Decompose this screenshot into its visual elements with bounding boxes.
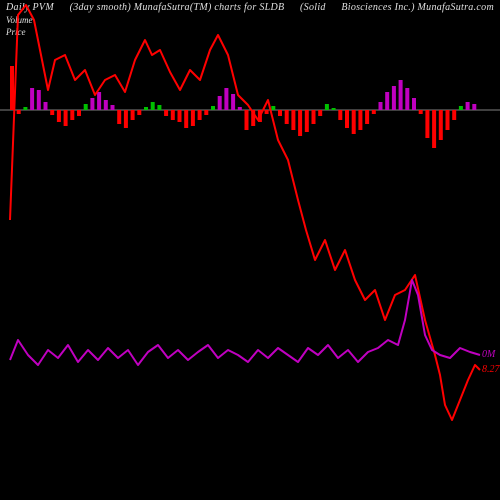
volume-axis-label: 0M xyxy=(482,349,495,360)
stock-chart: Daily PVM (3day smooth) MunafaSutra(TM) … xyxy=(0,0,500,500)
chart-canvas xyxy=(0,0,500,500)
price-axis-label: 8.27 xyxy=(482,364,500,375)
